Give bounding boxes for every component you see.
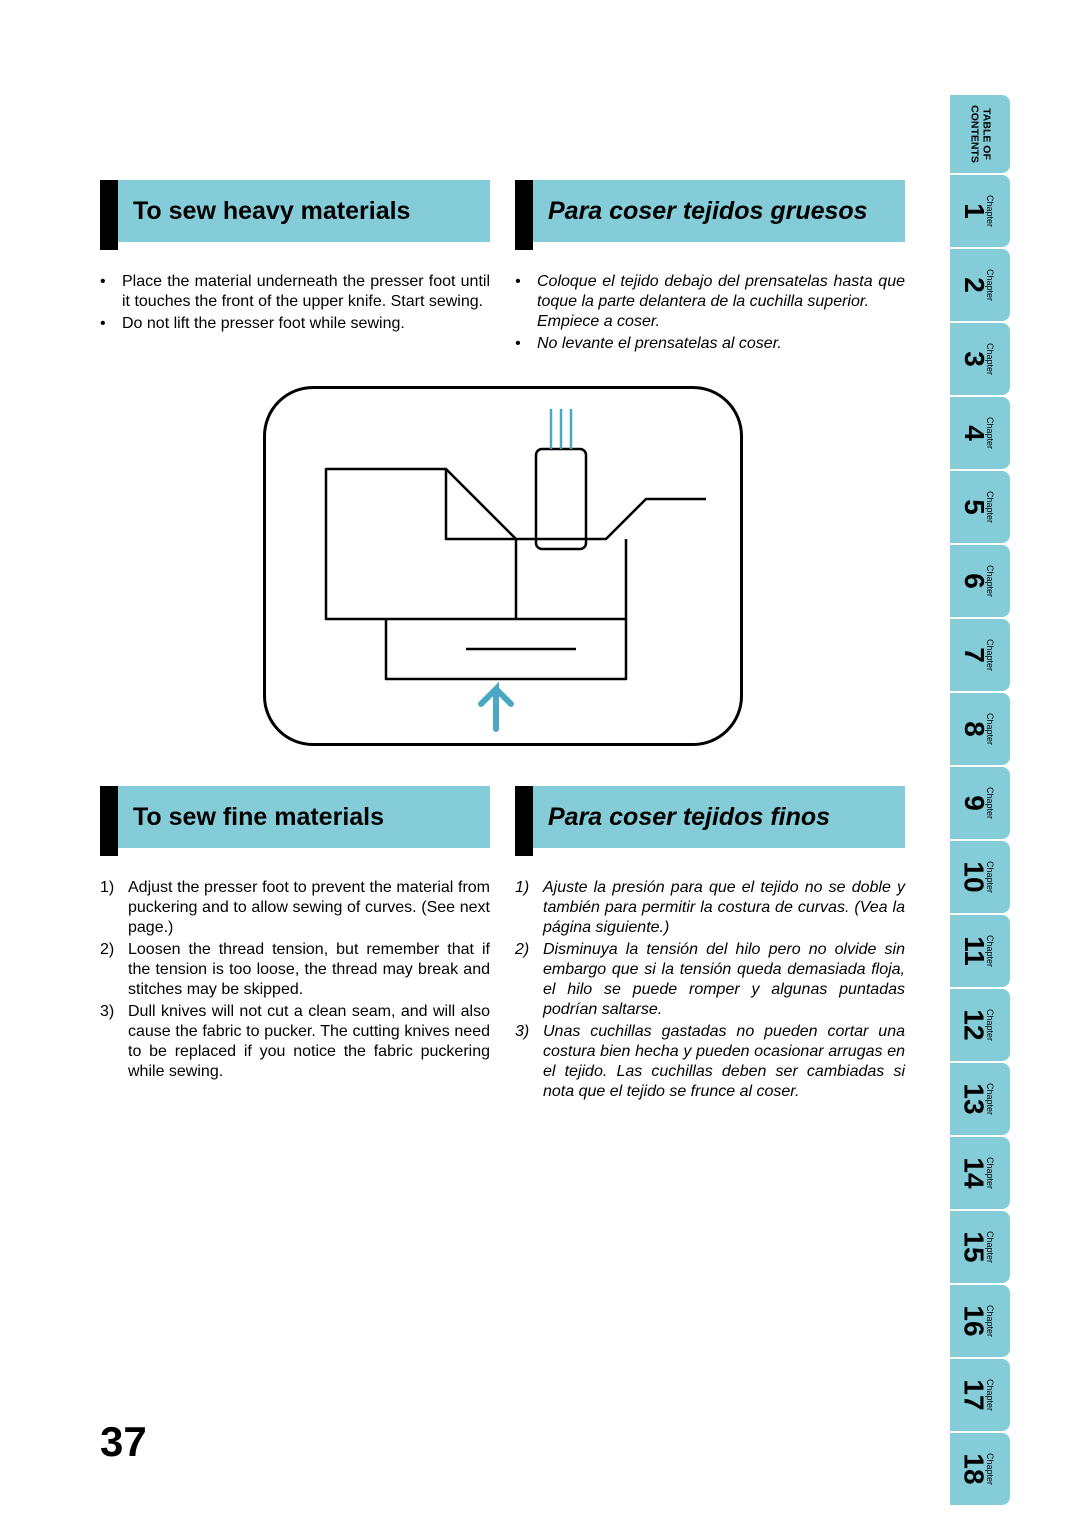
heading-fine-es: Para coser tejidos finos [515,786,905,856]
tab-chapter-6[interactable]: 6Chapter [950,545,1010,617]
body-heavy-en: •Place the material underneath the press… [100,272,490,334]
page-content: To sew heavy materials •Place the materi… [100,180,905,1124]
tab-chapter-14[interactable]: 14Chapter [950,1137,1010,1209]
tab-chapter-13[interactable]: 13Chapter [950,1063,1010,1135]
list-item: Unas cuchillas gastadas no pueden cortar… [543,1022,905,1102]
tab-chapter-4[interactable]: 4Chapter [950,397,1010,469]
heading-heavy-en: To sew heavy materials [100,180,490,250]
heading-text: To sew heavy materials [133,197,410,226]
tab-chapter-17[interactable]: 17Chapter [950,1359,1010,1431]
diagram-svg [266,389,746,749]
heading-box: To sew fine materials [118,786,490,848]
tab-chapter-15[interactable]: 15Chapter [950,1211,1010,1283]
list-item: Dull knives will not cut a clean seam, a… [128,1002,490,1082]
heading-text: To sew fine materials [133,803,384,832]
list-item: Loosen the thread tension, but remember … [128,940,490,1000]
list-item: No levante el prensatelas al coser. [537,334,905,354]
tab-chapter-18[interactable]: 18Chapter [950,1433,1010,1505]
section-fine-es: Para coser tejidos finos 1)Ajuste la pre… [515,786,905,1104]
list-item: Do not lift the presser foot while sewin… [122,314,490,334]
tab-toc[interactable]: TABLE OFCONTENTS [950,95,1010,173]
heading-box: Para coser tejidos gruesos [533,180,905,242]
section-heavy-en: To sew heavy materials •Place the materi… [100,180,490,356]
tab-chapter-3[interactable]: 3Chapter [950,323,1010,395]
section-heavy-es: Para coser tejidos gruesos •Coloque el t… [515,180,905,356]
tab-chapter-11[interactable]: 11Chapter [950,915,1010,987]
tab-chapter-5[interactable]: 5Chapter [950,471,1010,543]
heading-box: To sew heavy materials [118,180,490,242]
heading-accent-bar [100,786,118,856]
heading-box: Para coser tejidos finos [533,786,905,848]
tab-chapter-16[interactable]: 16Chapter [950,1285,1010,1357]
heading-fine-en: To sew fine materials [100,786,490,856]
section-heavy: To sew heavy materials •Place the materi… [100,180,905,356]
tab-chapter-9[interactable]: 9Chapter [950,767,1010,839]
section-fine: To sew fine materials 1)Adjust the press… [100,786,905,1104]
list-item: Disminuya la tensión del hilo pero no ol… [543,940,905,1020]
diagram-container [100,386,905,746]
list-item: Coloque el tejido debajo del prensatelas… [537,272,905,332]
tab-chapter-10[interactable]: 10Chapter [950,841,1010,913]
body-heavy-es: •Coloque el tejido debajo del prensatela… [515,272,905,354]
section-fine-en: To sew fine materials 1)Adjust the press… [100,786,490,1104]
list-item: Place the material underneath the presse… [122,272,490,312]
body-fine-es: 1)Ajuste la presión para que el tejido n… [515,878,905,1102]
body-fine-en: 1)Adjust the presser foot to prevent the… [100,878,490,1082]
heading-text: Para coser tejidos gruesos [548,197,868,226]
tab-chapter-2[interactable]: 2Chapter [950,249,1010,321]
list-item: Ajuste la presión para que el tejido no … [543,878,905,938]
heading-accent-bar [515,180,533,250]
chapter-tabs: TABLE OFCONTENTS 1Chapter 2Chapter 3Chap… [950,95,1010,1505]
tab-chapter-8[interactable]: 8Chapter [950,693,1010,765]
tab-chapter-12[interactable]: 12Chapter [950,989,1010,1061]
heading-text: Para coser tejidos finos [548,803,830,832]
heading-accent-bar [100,180,118,250]
list-item: Adjust the presser foot to prevent the m… [128,878,490,938]
heading-heavy-es: Para coser tejidos gruesos [515,180,905,250]
tab-chapter-1[interactable]: 1Chapter [950,175,1010,247]
page-number: 37 [100,1418,147,1466]
heading-accent-bar [515,786,533,856]
presser-foot-diagram [263,386,743,746]
tab-chapter-7[interactable]: 7Chapter [950,619,1010,691]
tab-toc-label: TABLE OFCONTENTS [968,105,991,163]
